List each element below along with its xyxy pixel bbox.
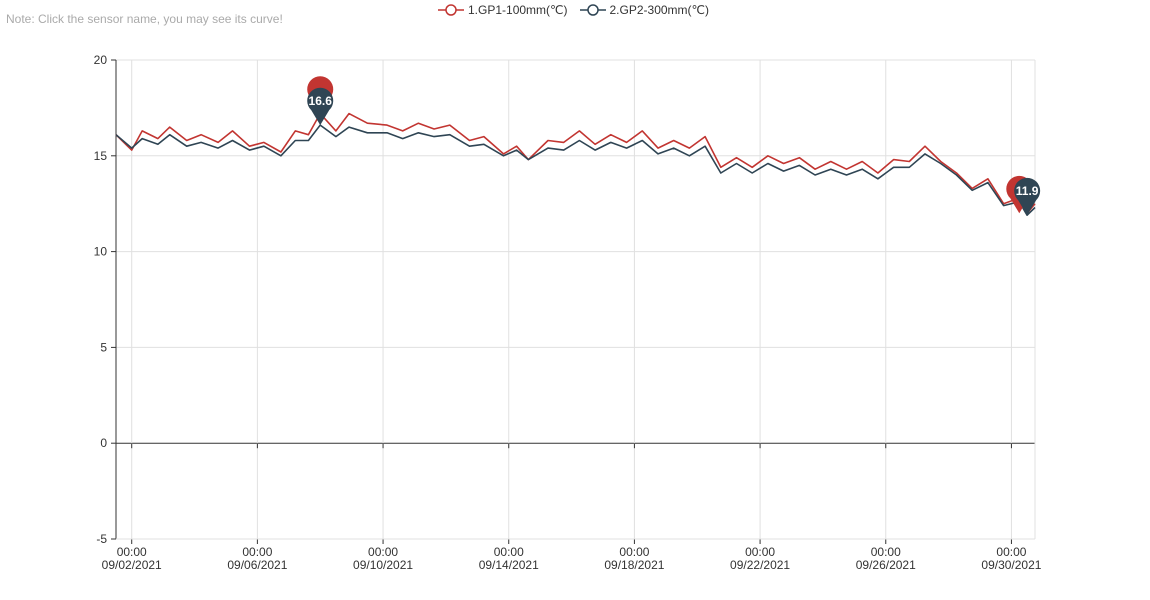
x-tick-time: 00:00 [242,545,272,559]
pin-marker-label: 11.9 [1016,184,1039,198]
chart-legend: 1.GP1-100mm(℃) 2.GP2-300mm(℃) [438,3,709,17]
x-tick-date: 09/26/2021 [856,558,916,572]
x-tick-time: 00:00 [117,545,147,559]
x-tick-date: 09/14/2021 [479,558,539,572]
series-line-2 [115,124,1036,216]
x-tick-time: 00:00 [745,545,775,559]
pin-marker-label: 16.6 [309,94,333,108]
y-tick-label: 20 [94,53,108,67]
series-line-1 [115,112,1036,215]
y-tick-label: 15 [94,149,108,163]
x-tick-time: 00:00 [996,545,1026,559]
legend-item-gp1[interactable]: 1.GP1-100mm(℃) [438,3,568,17]
legend-line-circle-icon [579,4,606,16]
x-tick-time: 00:00 [871,545,901,559]
chart-note: Note: Click the sensor name, you may see… [6,12,283,26]
x-tick-date: 09/22/2021 [730,558,790,572]
x-tick-date: 09/18/2021 [604,558,664,572]
y-tick-label: 10 [94,245,108,259]
y-tick-label: 5 [100,340,107,354]
y-tick-label: 0 [100,436,107,450]
x-tick-time: 00:00 [368,545,398,559]
x-tick-time: 00:00 [494,545,524,559]
x-tick-time: 00:00 [619,545,649,559]
x-tick-date: 09/10/2021 [353,558,413,572]
legend-label-gp2: 2.GP2-300mm(℃) [609,3,710,17]
x-tick-date: 09/30/2021 [981,558,1041,572]
legend-line-circle-icon [438,4,464,16]
legend-item-gp2[interactable]: 2.GP2-300mm(℃) [579,3,710,17]
max-min-pin-marker [1014,177,1041,216]
legend-label-gp1: 1.GP1-100mm(℃) [468,3,568,17]
x-tick-date: 09/02/2021 [102,558,162,572]
y-tick-label: -5 [96,532,107,546]
x-tick-date: 09/06/2021 [227,558,287,572]
max-min-pin-marker [307,87,334,126]
